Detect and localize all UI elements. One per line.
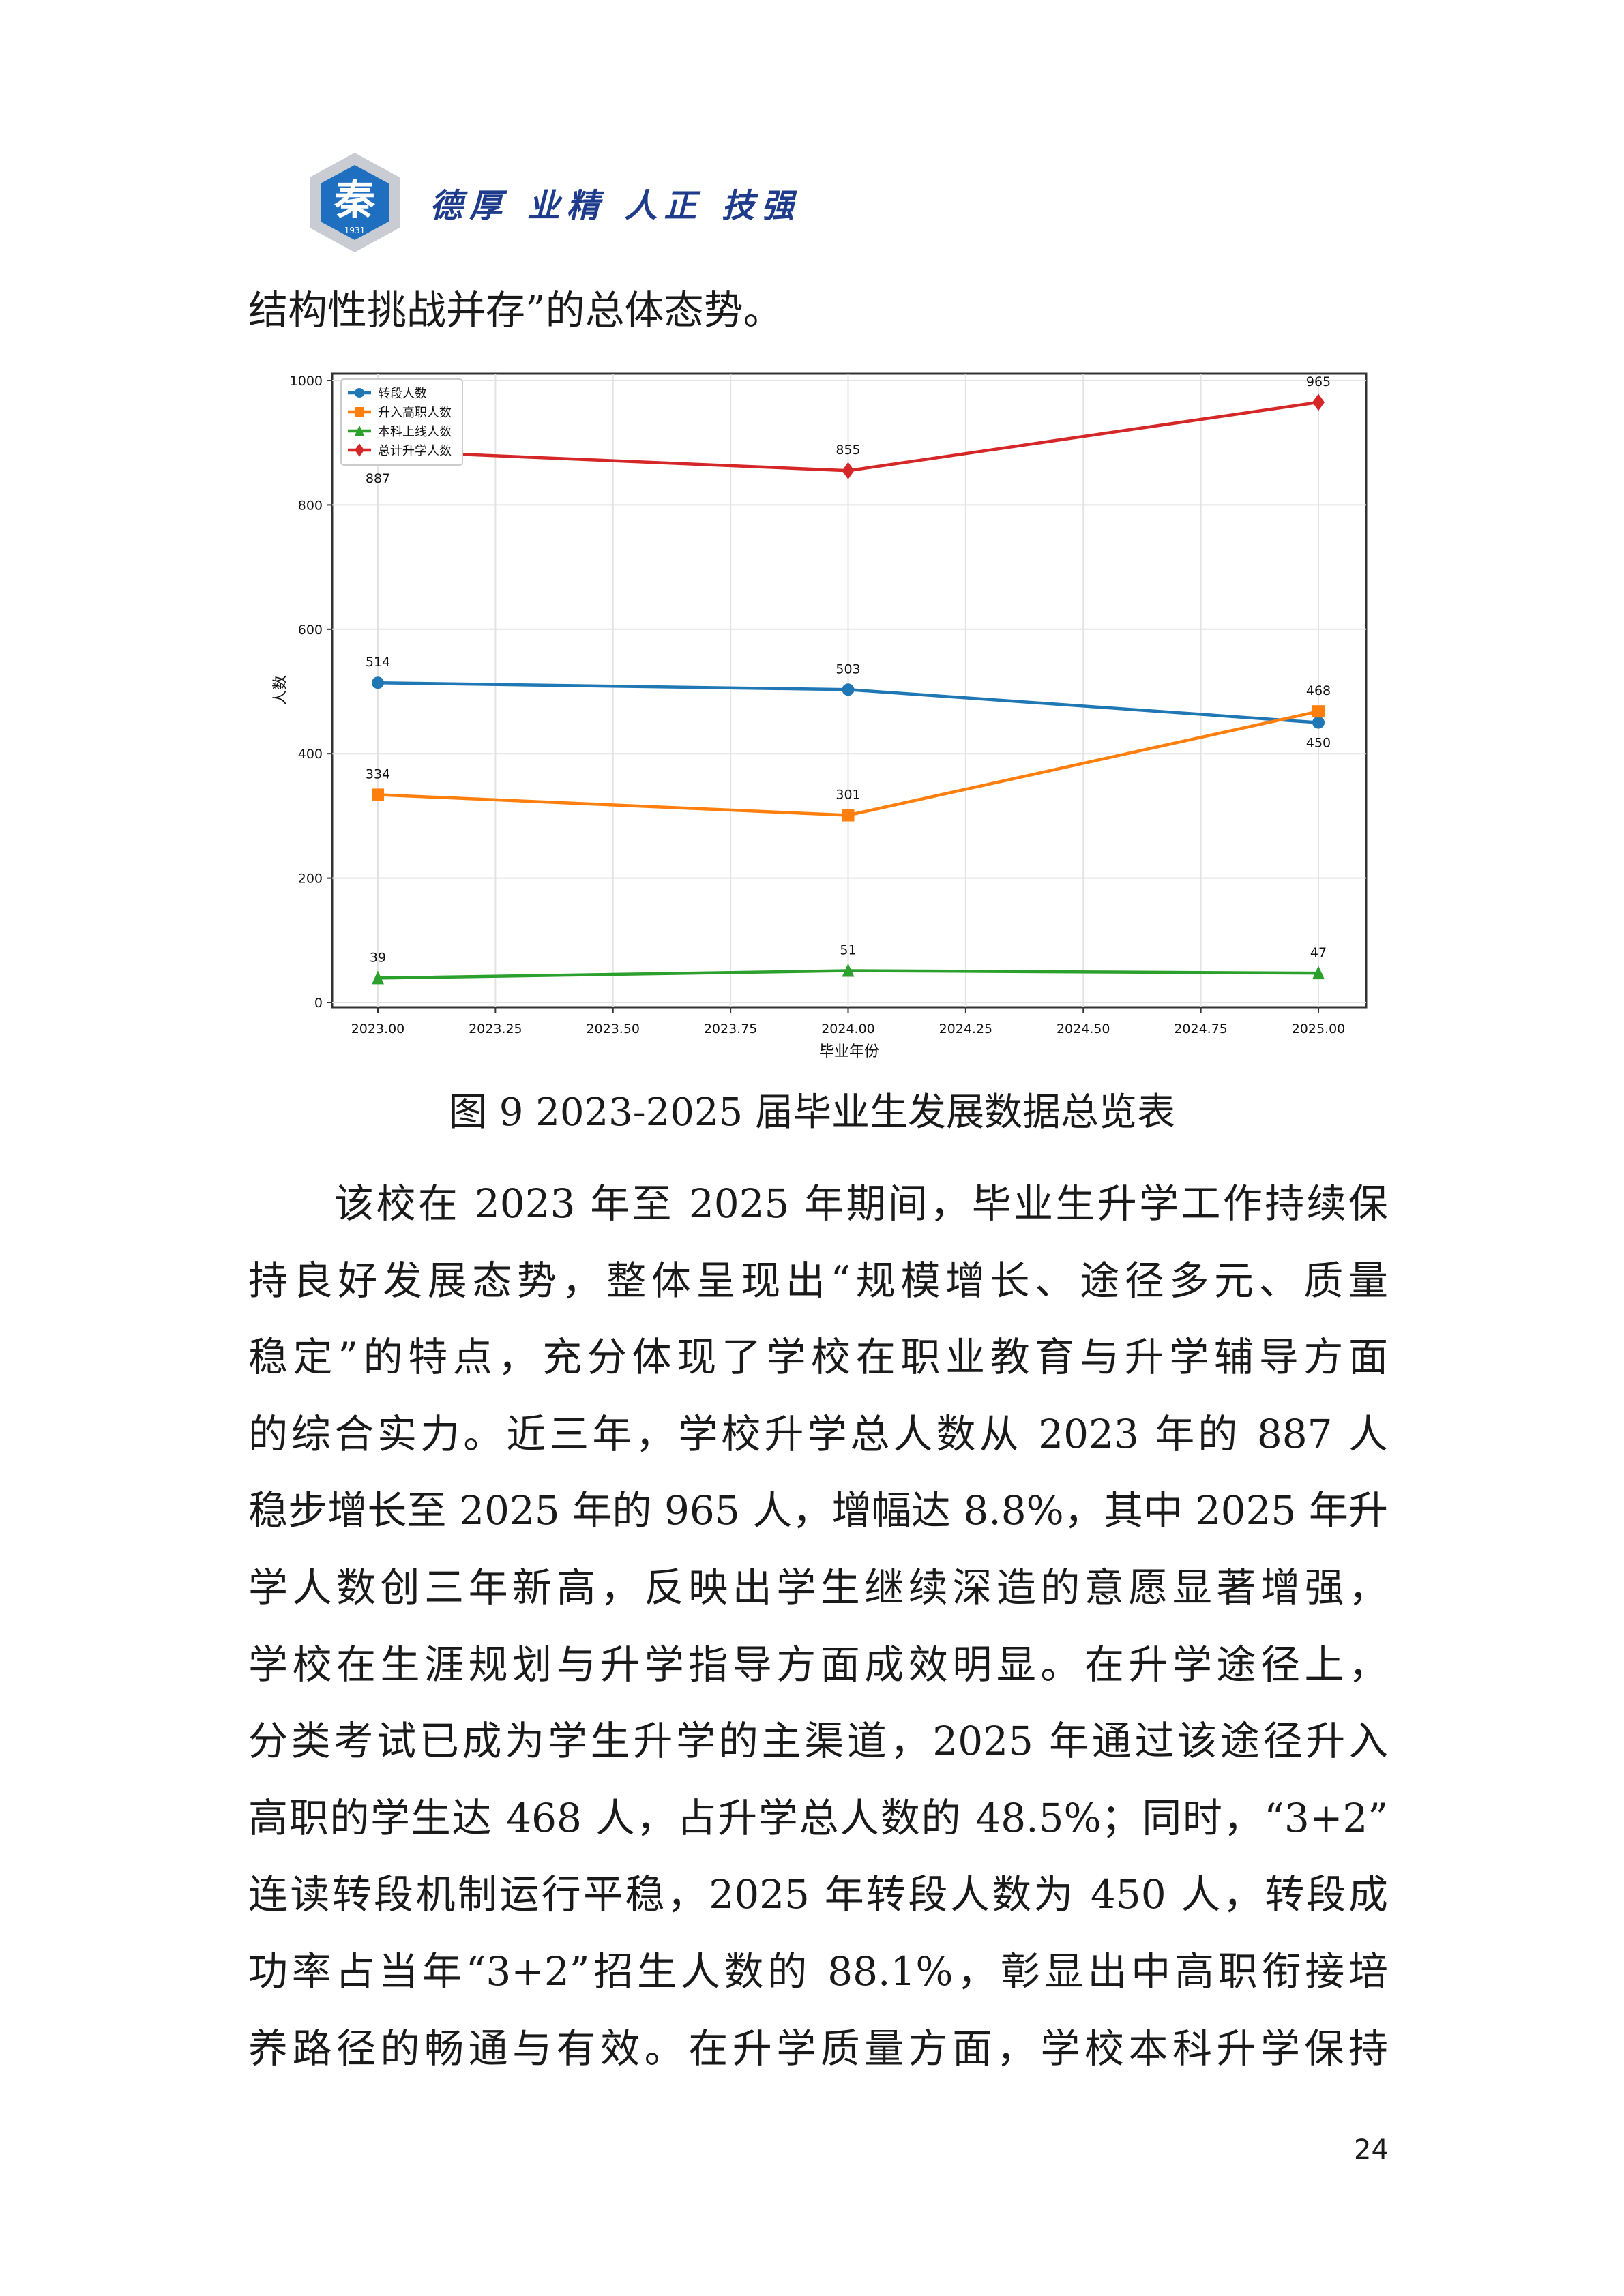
legend-label: 升入高职人数 xyxy=(378,406,452,420)
legend-marker xyxy=(355,425,364,436)
data-point xyxy=(1312,966,1325,980)
legend-label: 总计升学人数 xyxy=(378,444,452,458)
data-point xyxy=(1312,716,1325,729)
data-point xyxy=(372,676,384,689)
data-point xyxy=(842,683,855,696)
x-tick-label: 2023.00 xyxy=(351,1022,405,1037)
paragraph-line: 高职的学生达 468 人，占升学总人数的 48.5%；同时，“3+2” xyxy=(248,1794,1388,1841)
x-tick-label: 2024.00 xyxy=(821,1022,875,1037)
paragraph-line: 稳步增长至 2025 年的 965 人，增幅达 8.8%，其中 2025 年升 xyxy=(248,1487,1388,1534)
svg-text:1931: 1931 xyxy=(344,226,366,235)
legend-marker xyxy=(355,443,364,457)
y-tick-label: 600 xyxy=(298,623,323,638)
y-tick-label: 800 xyxy=(298,498,323,513)
paragraph-line: 学人数创三年新高，反映出学生继续深造的意愿显著增强， xyxy=(248,1564,1388,1611)
paragraph-line: 功率占当年“3+2”招生人数的 88.1%，彰显出中高职衔接培 xyxy=(248,1948,1388,1995)
data-point xyxy=(1312,705,1325,718)
data-point xyxy=(842,809,855,822)
data-label: 965 xyxy=(1306,374,1331,389)
paragraph-line: 连读转段机制运行平稳，2025 年转段人数为 450 人，转段成 xyxy=(248,1871,1388,1918)
y-tick-label: 0 xyxy=(314,996,323,1011)
y-tick-label: 400 xyxy=(298,747,323,762)
data-label: 887 xyxy=(366,471,390,486)
data-label: 503 xyxy=(836,661,860,676)
data-point xyxy=(842,462,855,479)
paragraph-line: 该校在 2023 年至 2025 年期间，毕业生升学工作持续保 xyxy=(334,1180,1388,1227)
legend-marker xyxy=(355,388,364,398)
intro-line: 结构性挑战并存”的总体态势。 xyxy=(248,287,783,333)
data-label: 39 xyxy=(370,950,386,965)
data-label: 468 xyxy=(1306,683,1331,698)
data-point xyxy=(842,963,855,977)
x-tick-label: 2023.75 xyxy=(704,1022,758,1037)
data-label: 334 xyxy=(366,766,390,781)
x-tick-label: 2024.25 xyxy=(939,1022,993,1037)
paragraph-line: 持良好发展态势，整体呈现出“规模增长、途径多元、质量 xyxy=(248,1257,1388,1304)
y-tick-label: 200 xyxy=(298,871,323,886)
legend-label: 转段人数 xyxy=(378,387,427,401)
paragraph-line: 养路径的畅通与有效。在升学质量方面，学校本科升学保持 xyxy=(248,2025,1388,2072)
school-logo: 秦 1931 xyxy=(310,153,400,252)
paragraph-line: 的综合实力。近三年，学校升学总人数从 2023 年的 887 人 xyxy=(248,1410,1388,1457)
y-axis-label: 人数 xyxy=(272,675,289,705)
line-chart: 2023.00 2023.25 2023.50 2023.75 2024.00 2024.… xyxy=(272,372,1368,1060)
legend xyxy=(340,378,463,466)
paragraph-line: 稳定”的特点，充分体现了学校在职业教育与升学辅导方面 xyxy=(248,1334,1388,1381)
x-tick-label: 2024.50 xyxy=(1057,1022,1110,1037)
data-label: 450 xyxy=(1306,736,1331,751)
x-axis-label: 毕业年份 xyxy=(819,1043,879,1060)
paragraph-line: 分类考试已成为学生升学的主渠道，2025 年通过该途径升入 xyxy=(248,1718,1388,1765)
school-motto: 德厚 业精 人正 技强 xyxy=(430,187,801,225)
data-label: 514 xyxy=(366,655,390,670)
y-tick-label: 1000 xyxy=(290,374,323,389)
legend-label: 本科上线人数 xyxy=(378,425,452,439)
x-tick-label: 2023.50 xyxy=(586,1022,640,1037)
paragraph-line: 学校在生涯规划与升学指导方面成效明显。在升学途径上， xyxy=(248,1641,1388,1688)
x-tick-label: 2025.00 xyxy=(1292,1022,1346,1037)
page-number: 24 xyxy=(1354,2134,1389,2166)
figure-caption: 图 9 2023-2025 届毕业生发展数据总览表 xyxy=(449,1090,1175,1135)
data-label: 855 xyxy=(836,443,860,458)
data-point xyxy=(372,970,384,985)
x-tick-label: 2023.25 xyxy=(469,1022,522,1037)
data-point xyxy=(372,788,384,801)
data-point xyxy=(1312,393,1325,411)
data-label: 51 xyxy=(840,942,856,957)
svg-text:秦: 秦 xyxy=(334,177,376,224)
legend-marker xyxy=(355,407,364,417)
data-label: 47 xyxy=(1310,945,1327,960)
x-tick-label: 2024.75 xyxy=(1174,1022,1228,1037)
data-label: 301 xyxy=(836,787,860,802)
